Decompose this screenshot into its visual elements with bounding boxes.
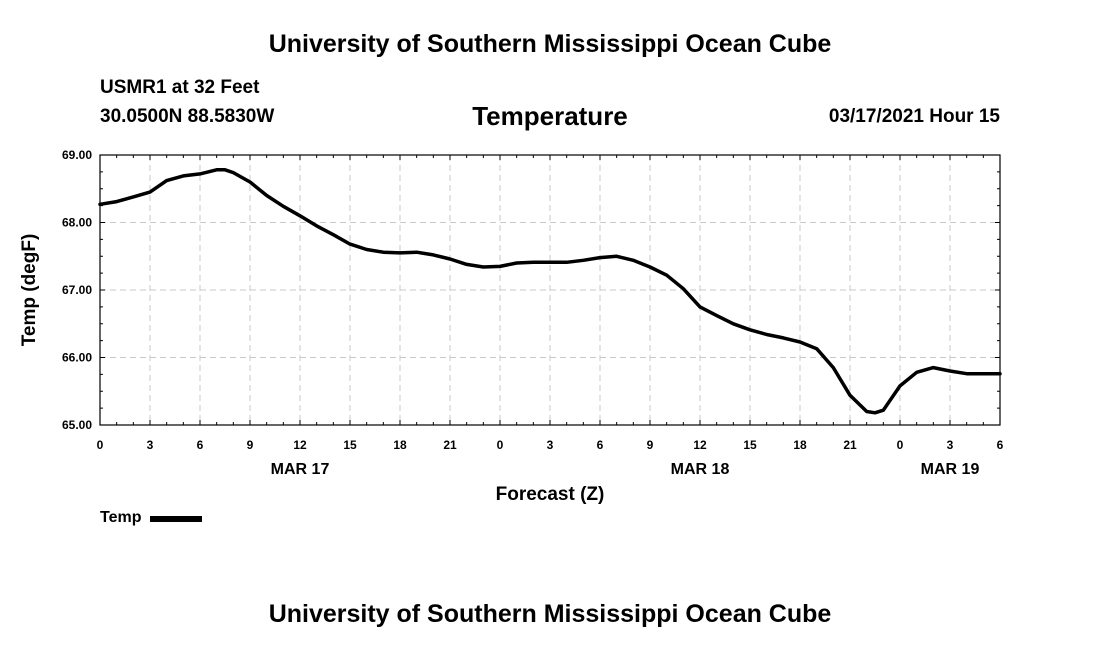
- date-label: MAR 17: [271, 461, 330, 478]
- y-tick-label: 65.00: [62, 418, 92, 432]
- date-label: MAR 18: [671, 461, 730, 478]
- coordinates-label: 30.0500N 88.5830W: [100, 106, 275, 127]
- station-label: USMR1 at 32 Feet: [100, 77, 260, 98]
- chart-title: Temperature: [472, 101, 628, 131]
- x-axis-title: Forecast (Z): [496, 484, 605, 505]
- x-tick-label: 15: [743, 438, 757, 452]
- x-tick-label: 3: [947, 438, 954, 452]
- x-tick-label: 0: [497, 438, 504, 452]
- footer-title: University of Southern Mississippi Ocean…: [268, 600, 832, 628]
- plot-frame: [99, 154, 1001, 426]
- x-tick-label: 6: [197, 438, 204, 452]
- x-tick-label: 0: [97, 438, 104, 452]
- x-tick-label: 18: [393, 438, 407, 452]
- series-layer: [98, 168, 1002, 415]
- forecast-datetime: 03/17/2021 Hour 15: [828, 106, 1000, 127]
- x-tick-label: 0: [897, 438, 904, 452]
- x-tick-label: 9: [247, 438, 254, 452]
- y-tick-label: 68.00: [62, 216, 92, 230]
- x-tick-label: 12: [293, 438, 307, 452]
- x-tick-label: 18: [793, 438, 807, 452]
- date-label: MAR 19: [921, 461, 980, 478]
- x-tick-label: 6: [597, 438, 604, 452]
- x-tick-label: 15: [343, 438, 357, 452]
- x-tick-label: 12: [693, 438, 707, 452]
- y-tick-label: 66.00: [62, 351, 92, 365]
- legend-swatch: [150, 516, 203, 522]
- grid-layer: [100, 155, 1000, 425]
- y-tick-label: 69.00: [62, 148, 92, 162]
- x-tick-label: 3: [547, 438, 554, 452]
- y-tick-label: 67.00: [62, 283, 92, 297]
- x-tick-label: 3: [147, 438, 154, 452]
- x-tick-label: 21: [443, 438, 457, 452]
- temp-series-line: [98, 168, 1002, 415]
- page-title: University of Southern Mississippi Ocean…: [268, 30, 832, 58]
- x-tick-label: 21: [843, 438, 857, 452]
- label-layer: 0 3 6 9 12 15 18 21 0 3 6 9 12 15 18 21 0 3 6 65.00 66.00 67.…: [62, 148, 1004, 478]
- y-axis-title: Temp (degF): [19, 234, 40, 347]
- legend-label: Temp: [100, 509, 142, 526]
- legend: Temp: [100, 509, 203, 527]
- x-tick-label: 6: [997, 438, 1004, 452]
- x-tick-label: 9: [647, 438, 654, 452]
